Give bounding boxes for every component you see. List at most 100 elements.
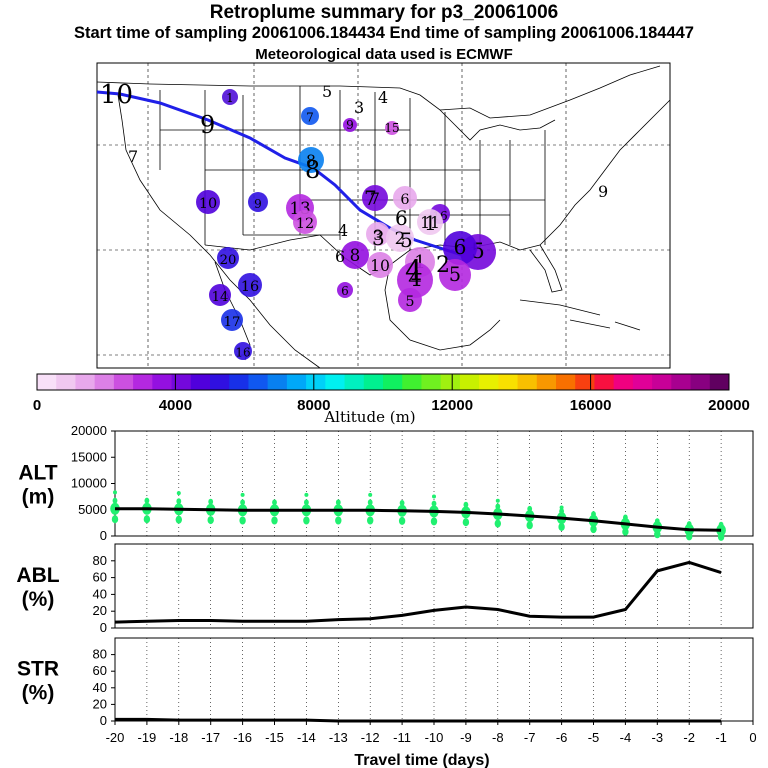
map-plume-marker	[362, 185, 388, 211]
x-tick-label: -14	[297, 730, 316, 745]
y-tick-label: 20000	[71, 423, 107, 438]
map-cluster-label: 1	[414, 252, 425, 273]
map-plume-marker	[439, 259, 471, 291]
colorbar-cell	[671, 374, 692, 390]
traj-label-2: 2	[436, 253, 450, 278]
colorbar-cell	[94, 374, 115, 390]
y-tick-label: 15000	[71, 449, 107, 464]
map-plume-marker	[298, 147, 324, 173]
time-series-panels: 20000150001000050000ALT(m)806040200ABL(%…	[16, 423, 756, 745]
map-cluster-label: 17	[224, 315, 241, 330]
map-cluster-label: 6	[335, 247, 345, 266]
alt-scatter-point	[303, 516, 310, 525]
map-cluster-label: 3	[354, 98, 364, 117]
map-cluster-label: 15	[384, 121, 399, 135]
alt-series-line	[115, 507, 722, 532]
y-tick-label: 80	[93, 553, 107, 568]
colorbar-cell	[363, 374, 384, 390]
alt-scatter-point	[208, 498, 214, 505]
colorbar: 0 4000 8000 12000 16000 20000 Altitude (m)	[33, 373, 750, 426]
map-plume-marker	[301, 107, 319, 125]
chart-title: Retroplume summary for p3_20061006	[209, 2, 559, 23]
panel-ylabel: STR	[17, 658, 59, 681]
alt-scatter-point	[335, 516, 342, 525]
alt-scatter-point	[239, 516, 246, 525]
colorbar-cell	[690, 374, 711, 390]
map-cluster-label: 2	[395, 228, 406, 248]
alt-scatter-point	[559, 508, 564, 515]
map-markers: 1791581091312761611328101565456201614171…	[128, 82, 608, 360]
colorbar-cell	[652, 374, 672, 390]
y-tick-label: 80	[93, 647, 107, 662]
alt-scatter-point	[718, 521, 724, 528]
x-tick-label: -2	[683, 730, 695, 745]
traj-label-3: 3	[372, 226, 385, 250]
str-series-line	[115, 717, 722, 723]
map-plume-marker	[398, 288, 422, 312]
map-cluster-label: 5	[449, 263, 461, 286]
colorbar-tick-label: 0	[33, 397, 41, 414]
x-tick-label: 0	[749, 730, 756, 745]
map-cluster-label: 11	[420, 214, 440, 232]
panel-ylabel: ALT	[18, 462, 57, 485]
alt-scatter-point	[304, 499, 309, 506]
map-cluster-label: 20	[220, 253, 237, 268]
colorbar-cell	[229, 374, 249, 390]
map-plume-marker	[217, 247, 239, 269]
alt-scatter-point	[367, 516, 374, 525]
colorbar-tick-label: 12000	[431, 397, 473, 414]
panel-alt: 20000 15000 10000 5000 0 ALT(m)	[18, 423, 754, 543]
map-plume-marker	[209, 284, 231, 306]
alt-scatter-point	[240, 492, 245, 497]
alt-scatter-point	[176, 491, 181, 496]
alt-scatter-point	[687, 523, 692, 528]
y-tick-label: 0	[100, 528, 107, 543]
x-tick-label: -19	[138, 730, 157, 745]
alt-scatter-point	[144, 497, 150, 504]
alt-scatter-point	[175, 515, 182, 524]
colorbar-tick-label: 4000	[159, 397, 192, 414]
map-cluster-label: 9	[346, 118, 354, 132]
map-cluster-label: 3	[373, 228, 382, 244]
traj-label-7: 7	[364, 186, 377, 210]
alt-scatter-point	[368, 492, 373, 497]
alt-scatter-point	[240, 499, 246, 506]
alt-scatter-point	[590, 525, 597, 534]
x-tick-label: -10	[425, 730, 444, 745]
map-plume-marker	[417, 209, 443, 235]
map-cluster-label: 5	[322, 82, 332, 101]
colorbar-tick-label: 16000	[570, 397, 612, 414]
y-tick-label: 10000	[71, 476, 107, 491]
alt-scatter-point	[432, 494, 436, 499]
colorbar-cell	[210, 374, 230, 390]
traj-label-5: 5	[400, 228, 413, 252]
panel-ylabel: ABL	[16, 564, 59, 587]
alt-scatter-point	[463, 501, 469, 508]
colorbar-cell	[575, 374, 595, 390]
x-tick-label: -1	[715, 730, 727, 745]
map-cluster-label: 10	[199, 196, 217, 212]
map-plume-marker	[341, 241, 369, 269]
alt-scatter-point	[113, 490, 117, 495]
x-tick-label: -7	[524, 730, 536, 745]
traj-label-4: 4	[405, 254, 423, 287]
colorbar-label: Altitude (m)	[323, 408, 415, 426]
colorbar-cell	[479, 374, 499, 390]
alt-scatter-point	[271, 516, 278, 525]
colorbar-cell	[56, 374, 76, 390]
colorbar-cell	[613, 374, 634, 390]
alt-scatter-point	[430, 517, 438, 526]
alt-scatter-point	[335, 499, 341, 506]
x-tick-label: -20	[106, 730, 125, 745]
sampling-times: Start time of sampling 20061006.184434 E…	[74, 24, 694, 42]
map-cluster-label: 7	[306, 110, 314, 124]
map-cluster-label: 1	[226, 91, 234, 105]
alt-scatter-point	[367, 499, 373, 506]
colorbar-tick-label: 8000	[297, 397, 330, 414]
colorbar-cell	[709, 374, 730, 390]
y-tick-label: 5000	[78, 502, 107, 517]
x-tick-label: -11	[393, 730, 411, 745]
